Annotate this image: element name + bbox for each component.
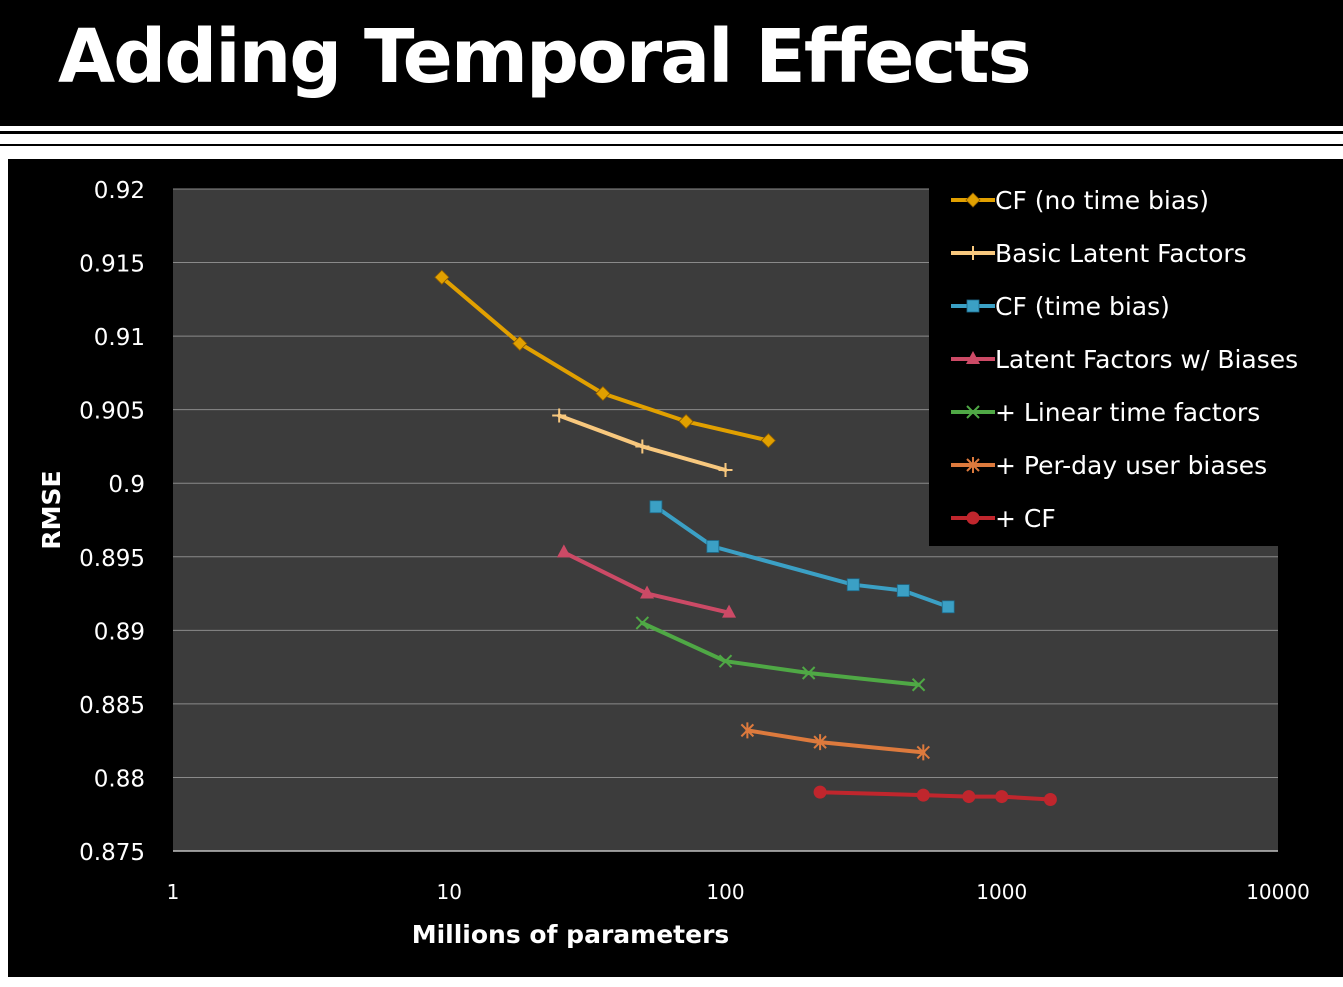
x-tick-label: 1000	[976, 880, 1027, 904]
plus-marker	[718, 462, 733, 477]
legend-swatch	[951, 457, 995, 473]
x-tick-label: 1	[167, 880, 180, 904]
x-marker	[966, 405, 980, 419]
legend-swatch	[951, 246, 995, 260]
circle-marker	[813, 785, 827, 799]
chart-legend: CF (no time bias) Basic Latent Factors CF …	[929, 177, 1298, 546]
square-marker	[649, 500, 663, 514]
y-tick-label: 0.9	[108, 472, 145, 498]
diamond-marker	[434, 269, 450, 285]
legend-label: CF (no time bias)	[995, 185, 1209, 215]
triangle-marker	[556, 544, 571, 558]
series-2	[649, 500, 955, 614]
legend-label: Basic Latent Factors	[995, 238, 1247, 268]
legend-swatch	[951, 511, 995, 525]
legend-label: + Per-day user biases	[995, 450, 1268, 480]
legend-item: CF (no time bias)	[951, 183, 1209, 217]
series-0	[434, 269, 776, 449]
legend-swatch	[951, 299, 995, 313]
y-axis-title: RMSE	[37, 470, 66, 549]
series-3	[556, 544, 737, 618]
diamond-marker	[595, 385, 611, 402]
y-tick-label: 0.915	[79, 252, 145, 278]
title-bar: Adding Temporal Effects	[0, 0, 1343, 126]
triangle-marker	[966, 351, 980, 364]
x-marker	[801, 666, 816, 680]
divider-line	[0, 131, 1343, 134]
asterisk-marker	[740, 722, 755, 739]
square-marker	[966, 299, 980, 313]
square-marker	[896, 584, 910, 598]
divider-line	[0, 144, 1343, 146]
square-marker	[706, 540, 720, 553]
diamond-marker	[965, 192, 981, 208]
legend-item: + Linear time factors	[951, 395, 1260, 429]
legend-item: Basic Latent Factors	[951, 236, 1247, 270]
x-marker	[718, 654, 733, 668]
x-tick-label: 10	[437, 880, 462, 904]
slide-title: Adding Temporal Effects	[58, 14, 1032, 100]
legend-label: + CF	[995, 503, 1056, 533]
legend-item: + CF	[951, 501, 1056, 535]
circle-marker	[962, 790, 976, 804]
legend-item: Latent Factors w/ Biases	[951, 342, 1298, 376]
x-tick-label: 10000	[1246, 880, 1310, 904]
diamond-marker	[512, 335, 528, 352]
y-tick-label: 0.905	[79, 399, 145, 425]
series-1	[552, 408, 733, 477]
plus-marker	[552, 408, 567, 423]
y-tick-label: 0.885	[79, 693, 145, 719]
legend-label: CF (time bias)	[995, 291, 1170, 321]
legend-swatch	[951, 351, 995, 364]
x-tick-label: 100	[706, 880, 744, 904]
square-marker	[941, 600, 955, 614]
y-tick-label: 0.89	[94, 619, 145, 645]
series-6	[813, 785, 1057, 807]
legend-swatch	[951, 192, 995, 208]
legend-item: + Per-day user biases	[951, 448, 1267, 482]
y-tick-label: 0.875	[79, 840, 145, 866]
chart-panel: 0.875 0.88 0.885 0.89 0.895 0.9 0.905 0.91 0.915…	[8, 159, 1343, 977]
triangle-marker	[722, 604, 737, 618]
triangle-marker	[640, 585, 655, 599]
asterisk-marker	[966, 457, 980, 473]
legend-item: CF (time bias)	[951, 289, 1170, 323]
circle-marker	[1043, 793, 1057, 807]
asterisk-marker	[916, 744, 931, 761]
diamond-marker	[678, 413, 694, 430]
x-axis-title: Millions of parameters	[412, 920, 730, 949]
y-tick-label: 0.895	[79, 546, 145, 572]
legend-swatch	[951, 405, 995, 419]
series-5	[740, 722, 931, 761]
circle-marker	[916, 788, 930, 802]
asterisk-marker	[813, 734, 827, 751]
x-marker	[911, 678, 926, 692]
series-4	[635, 616, 926, 692]
plus-marker	[966, 246, 980, 260]
diamond-marker	[760, 432, 776, 449]
legend-label: + Linear time factors	[995, 397, 1261, 427]
series-line	[640, 621, 921, 687]
y-tick-label: 0.91	[94, 325, 145, 351]
y-tick-label: 0.92	[94, 178, 145, 204]
y-tick-label: 0.88	[94, 766, 145, 792]
legend-label: Latent Factors w/ Biases	[995, 344, 1299, 374]
x-marker	[635, 616, 650, 630]
circle-marker	[995, 790, 1009, 804]
plus-marker	[635, 439, 650, 454]
circle-marker	[966, 511, 980, 525]
square-marker	[846, 578, 860, 592]
